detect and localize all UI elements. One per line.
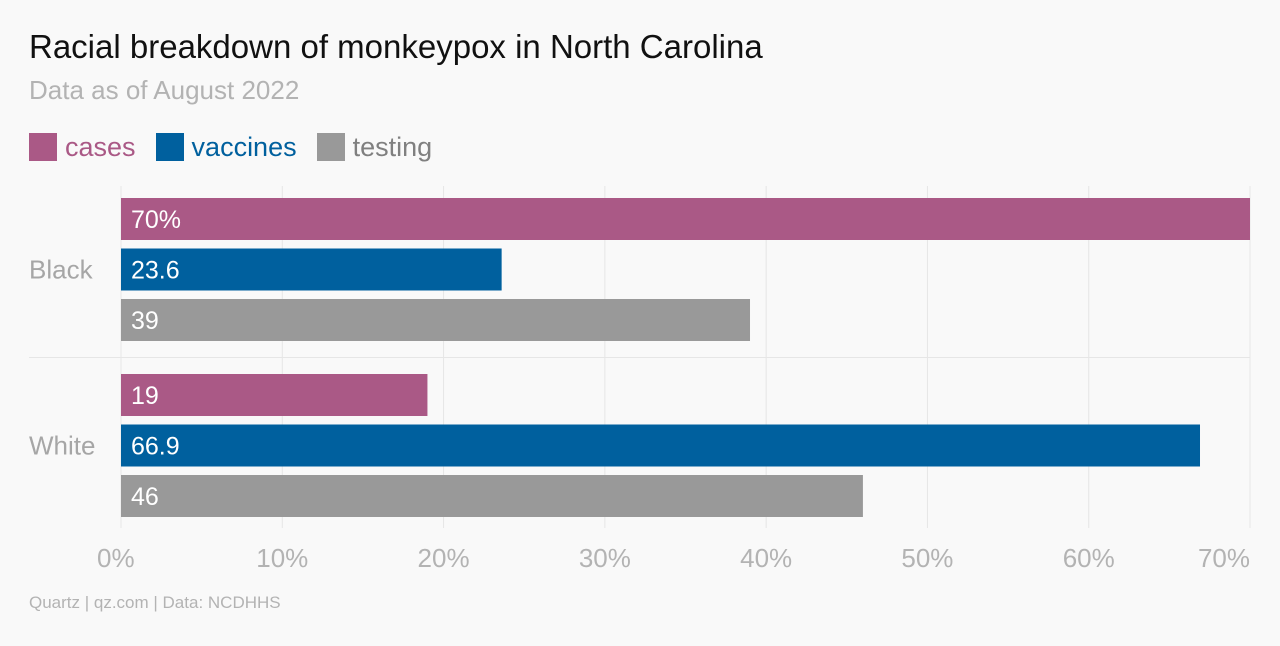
x-tick-label-1: 10% (256, 543, 308, 573)
bar-black-cases (121, 198, 1250, 240)
source-footer: Quartz | qz.com | Data: NCDHHS (29, 593, 281, 612)
bar-black-testing (121, 299, 751, 341)
x-tick-label-7: 70% (1198, 543, 1250, 573)
legend-label-testing: testing (352, 132, 433, 162)
legend-item-cases: cases (29, 131, 136, 163)
legend-item-vaccines: vaccines (155, 131, 297, 163)
legend-swatch-testing (316, 133, 345, 161)
legend-item-testing: testing (316, 131, 433, 163)
x-tick-label-4: 40% (740, 543, 792, 573)
data-label-white-cases: 19 (131, 382, 159, 410)
data-label-black-vaccines: 23.6 (131, 257, 180, 285)
legend-swatch-vaccines (155, 133, 184, 161)
category-label-black: Black (29, 255, 94, 285)
x-tick-label-6: 60% (1063, 543, 1115, 573)
bar-white-vaccines (121, 424, 1201, 467)
legend: cases vaccines testing (29, 131, 452, 163)
category-label-white: White (29, 431, 95, 461)
data-label-black-cases: 70% (131, 206, 181, 234)
legend-label-vaccines: vaccines (191, 132, 297, 162)
data-label-black-testing: 39 (131, 307, 159, 335)
x-tick-label-0: 0% (97, 543, 135, 573)
chart-title: Racial breakdown of monkeypox in North C… (29, 28, 763, 65)
chart-subtitle: Data as of August 2022 (29, 75, 300, 105)
bar-white-testing (121, 475, 863, 517)
legend-swatch-cases (29, 133, 57, 161)
x-tick-label-2: 20% (418, 543, 470, 573)
bar-black-vaccines (121, 248, 502, 291)
bar-white-cases (121, 374, 428, 416)
x-tick-label-5: 50% (901, 543, 953, 573)
legend-label-cases: cases (65, 132, 136, 162)
data-label-white-vaccines: 66.9 (131, 433, 180, 461)
data-label-white-testing: 46 (131, 483, 159, 511)
x-tick-label-3: 30% (579, 543, 631, 573)
